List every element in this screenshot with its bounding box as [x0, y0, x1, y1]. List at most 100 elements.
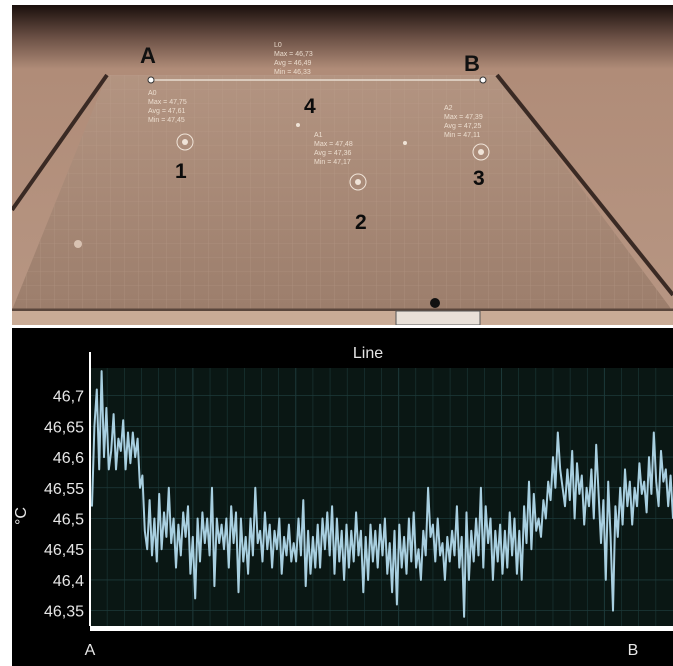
- data-point: [369, 524, 372, 526]
- data-point: [377, 567, 379, 569]
- data-point: [477, 554, 480, 556]
- data-point: [329, 554, 331, 556]
- data-point: [444, 579, 446, 581]
- data-point: [602, 499, 604, 501]
- data-point: [225, 517, 228, 520]
- data-point: [621, 524, 624, 526]
- stat-label: A0: [148, 90, 157, 97]
- data-point: [201, 511, 204, 513]
- data-point: [569, 499, 571, 501]
- data-point: [110, 450, 112, 452]
- data-point: [173, 517, 175, 520]
- data-point: [468, 579, 470, 581]
- data-point: [537, 517, 540, 520]
- data-point: [170, 542, 172, 544]
- data-point: [283, 536, 285, 538]
- data-point: [285, 554, 288, 556]
- spot-a1-center: [355, 179, 361, 185]
- data-point: [146, 548, 148, 550]
- data-point: [338, 560, 340, 563]
- data-point: [422, 530, 424, 532]
- data-point: [417, 548, 420, 550]
- y-tick-label: 46,45: [44, 542, 84, 559]
- point-b-marker: [479, 76, 487, 84]
- stat-min: Min = 46,33: [274, 69, 311, 76]
- data-point: [593, 517, 595, 520]
- data-point: [566, 468, 568, 470]
- data-point: [233, 542, 235, 544]
- data-point: [302, 499, 304, 501]
- panel-left-edge: [12, 73, 109, 212]
- data-point: [381, 554, 384, 556]
- data-point: [237, 591, 240, 593]
- data-point: [223, 548, 225, 550]
- data-point: [585, 487, 588, 489]
- data-point: [168, 487, 170, 489]
- spot-a2-circle: [472, 143, 490, 161]
- data-point: [619, 487, 621, 489]
- data-point: [614, 505, 616, 507]
- corner-label-b: B: [464, 51, 480, 76]
- data-point: [425, 554, 427, 556]
- data-point: [367, 579, 369, 581]
- data-point: [242, 560, 244, 563]
- cell-grid: [12, 75, 672, 310]
- data-point: [511, 554, 513, 556]
- data-point: [497, 560, 499, 563]
- data-point: [501, 573, 504, 575]
- data-point: [228, 567, 230, 569]
- data-point: [165, 536, 168, 538]
- data-point: [103, 456, 105, 458]
- data-point: [333, 573, 336, 575]
- stat-max: Max = 47,39: [444, 114, 483, 121]
- data-point: [357, 554, 360, 556]
- data-point: [163, 511, 165, 513]
- corner-label-a: A: [140, 43, 156, 68]
- data-point: [331, 505, 333, 507]
- data-point: [547, 481, 549, 483]
- data-point: [573, 517, 576, 520]
- data-point: [180, 554, 182, 556]
- data-point: [633, 487, 636, 489]
- stat-min: Min = 47,11: [444, 132, 481, 139]
- data-point: [638, 462, 640, 464]
- y-tick-label: 46,55: [44, 481, 84, 498]
- data-point: [408, 517, 410, 520]
- data-point: [564, 505, 566, 507]
- data-point: [607, 481, 609, 483]
- stat-max: Max = 47,75: [148, 99, 187, 106]
- data-point: [657, 505, 660, 507]
- data-point: [480, 487, 482, 489]
- data-point: [278, 517, 280, 520]
- data-point: [374, 530, 376, 532]
- data-point: [189, 573, 192, 575]
- data-point: [307, 530, 309, 532]
- data-point: [475, 517, 477, 520]
- data-point: [578, 493, 580, 495]
- data-point: [336, 517, 338, 520]
- data-point: [516, 573, 518, 575]
- data-point: [636, 505, 638, 507]
- data-point: [494, 530, 496, 532]
- chart-canvas: Line 46,7 46,65 46,6 46,55 46,5 46,45 46,4 46,3…: [12, 328, 673, 666]
- data-point: [281, 573, 283, 575]
- stat-max: Max = 46,73: [274, 51, 313, 58]
- thermal-photo: A B 1 2 3 4 L0 Max = 46,73 Avg = 46,49 M…: [12, 5, 673, 325]
- data-point: [365, 536, 367, 538]
- data-point: [230, 505, 232, 507]
- data-point: [561, 487, 564, 489]
- data-point: [213, 585, 216, 587]
- data-point: [199, 560, 201, 563]
- data-point: [93, 425, 96, 427]
- data-point: [247, 573, 249, 575]
- stat-min: Min = 47,45: [148, 117, 185, 124]
- data-point: [660, 450, 662, 452]
- data-point: [461, 536, 463, 538]
- data-point: [192, 536, 194, 538]
- stat-label: A2: [444, 105, 453, 112]
- data-point: [108, 468, 110, 470]
- data-point: [403, 536, 405, 538]
- data-point: [590, 468, 592, 470]
- data-point: [525, 542, 528, 544]
- x-axis-band: [12, 626, 673, 666]
